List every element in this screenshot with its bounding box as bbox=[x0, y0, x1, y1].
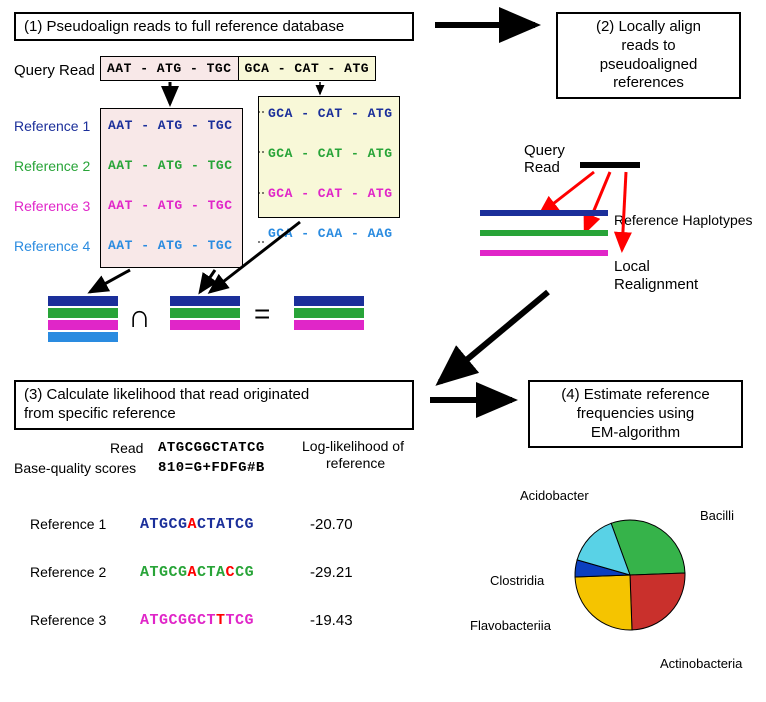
pie-label: Bacilli bbox=[700, 508, 734, 523]
overlay-svg: Acidobacter Bacilli Actinobacteria Flavobac… bbox=[0, 0, 766, 702]
pie-label: Clostridia bbox=[490, 573, 545, 588]
pie-label: Acidobacter bbox=[520, 488, 589, 503]
pie-label: Flavobacteriia bbox=[470, 618, 552, 633]
pie-label: Actinobacteria bbox=[660, 656, 743, 671]
